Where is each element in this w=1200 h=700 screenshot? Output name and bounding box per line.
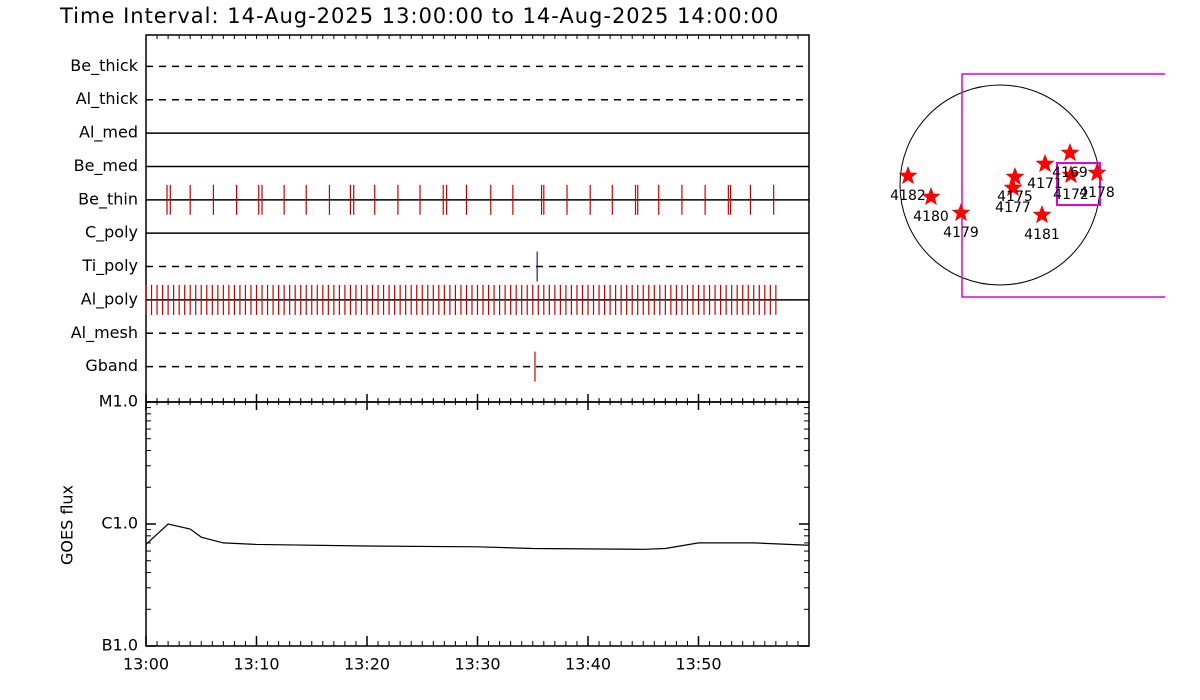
region-label: 4172 (1053, 187, 1089, 203)
fov-box (961, 73, 1165, 298)
region-label: 4182 (890, 188, 926, 204)
region-label: 4177 (995, 200, 1031, 216)
region-star (1087, 163, 1107, 182)
y-tick-label: C1.0 (101, 514, 138, 533)
row-label: Al_med (79, 123, 138, 143)
goes-line (145, 523, 810, 550)
region-star (1061, 165, 1081, 184)
row-label: Al_thick (76, 89, 139, 109)
region-star (951, 203, 971, 222)
region-label: 4179 (943, 225, 979, 241)
timeline-frame (145, 34, 810, 403)
x-tick-label: 13:40 (565, 655, 611, 674)
chart-title: Time Interval: 14-Aug-2025 13:00:00 to 1… (59, 4, 779, 28)
x-tick-label: 13:10 (233, 655, 279, 674)
row-label: Al_poly (81, 289, 138, 309)
row-label: Be_med (74, 156, 138, 176)
goes-frame (145, 401, 810, 647)
region-star (1003, 178, 1023, 197)
row-label: Ti_poly (81, 256, 138, 276)
row-label: Gband (85, 356, 138, 375)
y-axis-label: GOES flux (58, 485, 77, 565)
row-label: Be_thin (78, 189, 138, 209)
region-star (1060, 143, 1080, 162)
region-label: 4178 (1079, 185, 1115, 201)
row-label: Al_mesh (71, 323, 138, 343)
y-tick-label: M1.0 (99, 392, 138, 411)
region-label: 4181 (1024, 227, 1060, 243)
region-star (1005, 167, 1025, 186)
x-tick-label: 13:00 (123, 655, 169, 674)
solar-disk (899, 84, 1101, 286)
region-label: 4180 (913, 209, 949, 225)
fov-box-small (1056, 162, 1101, 206)
y-tick-label: B1.0 (102, 636, 138, 655)
x-tick-label: 13:50 (675, 655, 721, 674)
x-tick-label: 13:30 (454, 655, 500, 674)
x-tick-label: 13:20 (344, 655, 390, 674)
region-label: 4175 (997, 189, 1033, 205)
region-label: 4169 (1052, 165, 1088, 181)
region-star (921, 187, 941, 206)
row-label: C_poly (85, 223, 138, 243)
region-star (898, 166, 918, 185)
region-star (1035, 154, 1055, 173)
row-label: Be_thick (70, 56, 138, 76)
region-star (1032, 205, 1052, 224)
region-label: 4171 (1027, 176, 1063, 192)
